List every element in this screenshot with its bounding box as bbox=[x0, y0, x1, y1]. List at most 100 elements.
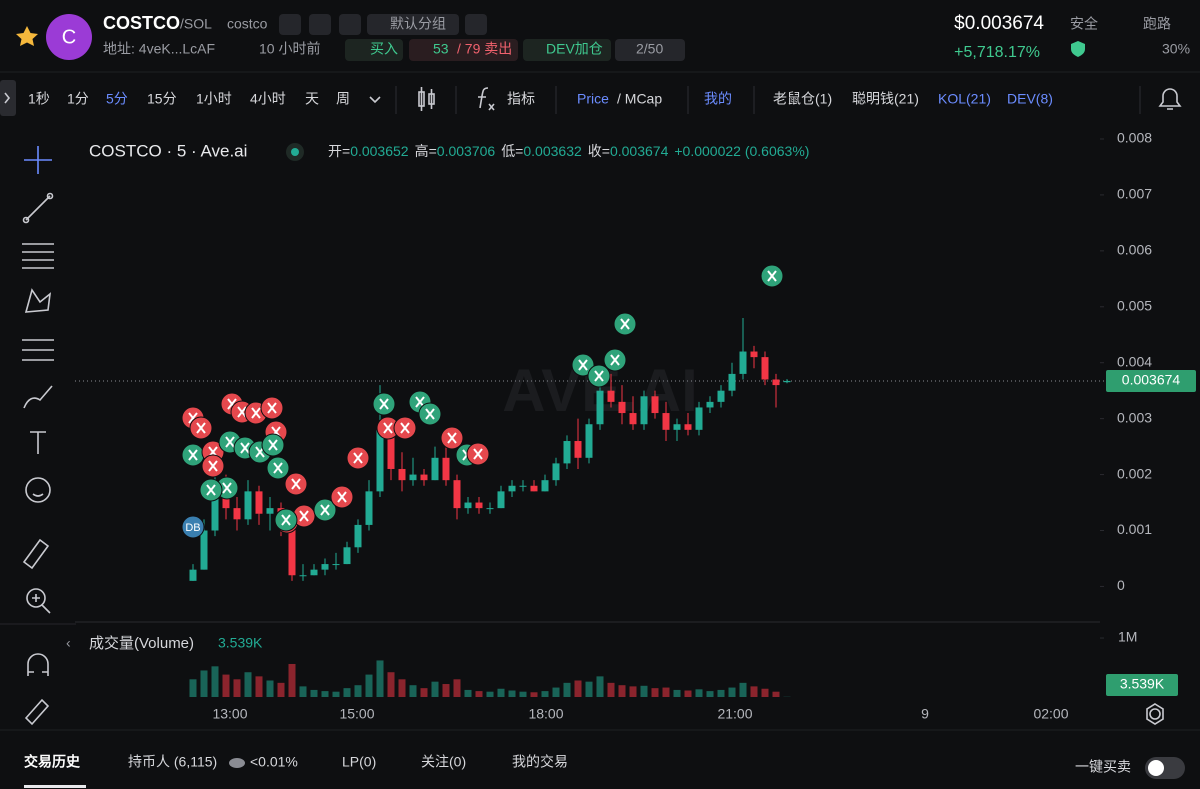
volume-bar bbox=[222, 674, 230, 697]
volume-bar bbox=[266, 680, 274, 697]
candle-body bbox=[200, 530, 208, 570]
mcap-toggle[interactable]: / MCap bbox=[617, 91, 662, 107]
mine-filter[interactable]: 我的 bbox=[704, 91, 732, 107]
indicators[interactable]: 指标 bbox=[507, 91, 535, 107]
trade-marker-icon bbox=[281, 514, 291, 526]
volume-bar bbox=[662, 687, 670, 697]
candle-body bbox=[706, 401, 714, 408]
trade-marker-icon bbox=[473, 448, 483, 460]
volume-bar bbox=[387, 672, 395, 697]
volume-bar bbox=[629, 686, 637, 697]
candle-body bbox=[475, 502, 483, 509]
trader-filter[interactable]: DEV(8) bbox=[1007, 91, 1053, 107]
candle-body bbox=[739, 351, 747, 374]
candle-body bbox=[662, 413, 670, 430]
collapse-arrow[interactable]: ‹ bbox=[66, 635, 71, 651]
trade-marker-icon bbox=[578, 359, 588, 371]
candle-body bbox=[684, 424, 692, 430]
indicator-icon[interactable] bbox=[478, 87, 495, 111]
trade-marker-icon bbox=[240, 442, 250, 454]
volume-bar bbox=[585, 681, 593, 697]
pill-button[interactable] bbox=[339, 14, 361, 35]
volume-bar bbox=[750, 686, 758, 697]
low-value: 0.003632 bbox=[523, 143, 582, 159]
tab[interactable]: 关注(0) bbox=[421, 754, 466, 770]
y-tick-label: 0.001 bbox=[1117, 521, 1152, 537]
interval[interactable]: 4小时 bbox=[250, 91, 286, 107]
candle-body bbox=[585, 424, 593, 458]
candle-body bbox=[596, 390, 604, 425]
volume-bar bbox=[640, 685, 648, 697]
trade-marker-icon bbox=[291, 478, 301, 490]
token-logo bbox=[46, 14, 92, 60]
last-price-box bbox=[1106, 369, 1196, 392]
group-button[interactable] bbox=[367, 14, 459, 35]
interval-more[interactable] bbox=[369, 96, 381, 104]
dev-marker[interactable] bbox=[181, 515, 205, 539]
volume-bar bbox=[475, 691, 483, 697]
trade-marker-icon bbox=[188, 449, 198, 461]
candle-body bbox=[772, 379, 780, 386]
trader-filter[interactable]: KOL(21) bbox=[938, 91, 991, 107]
y-tick-label: 0.005 bbox=[1117, 297, 1152, 313]
active-tab-underline bbox=[24, 785, 86, 788]
settings-gear[interactable] bbox=[1149, 708, 1161, 720]
candle-body bbox=[563, 441, 571, 464]
volume-bar bbox=[332, 691, 340, 697]
volume-bar bbox=[453, 679, 461, 697]
safety-label[interactable]: 安全 bbox=[1070, 16, 1098, 32]
trader-filter[interactable]: 聪明钱(21) bbox=[852, 91, 919, 107]
tab[interactable]: 交易历史 bbox=[24, 754, 81, 770]
candle-body bbox=[409, 474, 417, 481]
tab[interactable]: 我的交易 bbox=[512, 754, 568, 770]
interval[interactable]: 5分 bbox=[106, 91, 128, 107]
candle-body bbox=[541, 480, 549, 492]
candle-type-icon[interactable] bbox=[418, 87, 435, 111]
volume-bar bbox=[739, 682, 747, 697]
trader-filter[interactable]: 老鼠仓(1) bbox=[773, 91, 832, 107]
candle-body bbox=[629, 413, 637, 425]
dev-marker-label: DB bbox=[185, 522, 200, 534]
holder-share: <0.01% bbox=[250, 754, 298, 770]
interval[interactable]: 1秒 bbox=[28, 91, 50, 107]
volume-bar bbox=[233, 679, 241, 697]
trade-marker-icon bbox=[196, 422, 206, 434]
favorite-star[interactable] bbox=[16, 26, 38, 46]
buy-badge[interactable] bbox=[345, 39, 403, 61]
interval[interactable]: 1小时 bbox=[196, 91, 232, 107]
community-button[interactable] bbox=[309, 14, 331, 35]
trade-marker-icon bbox=[251, 407, 261, 419]
rug-label[interactable]: 跑路 bbox=[1143, 16, 1171, 32]
y-tick-label: 0.002 bbox=[1117, 465, 1152, 481]
tab[interactable]: LP(0) bbox=[342, 754, 376, 770]
price-toggle[interactable]: Price bbox=[577, 91, 609, 107]
volume-label-box bbox=[1106, 674, 1178, 696]
interval[interactable]: 天 bbox=[305, 91, 319, 107]
candle-body bbox=[354, 524, 362, 548]
trade-marker-icon bbox=[299, 510, 309, 522]
interval[interactable]: 1分 bbox=[67, 91, 89, 107]
search-button[interactable] bbox=[279, 14, 301, 35]
holders-badge[interactable] bbox=[615, 39, 685, 61]
alert-bell[interactable] bbox=[1158, 88, 1182, 110]
comment-button[interactable] bbox=[465, 14, 487, 35]
trade-marker-icon bbox=[273, 462, 283, 474]
candle-body bbox=[266, 508, 274, 514]
drawing-tools[interactable] bbox=[22, 146, 54, 726]
interval[interactable]: 周 bbox=[336, 91, 350, 107]
trade-marker-icon bbox=[208, 460, 218, 472]
interval[interactable]: 15分 bbox=[147, 91, 177, 107]
volume-bar bbox=[365, 674, 373, 697]
candle-body bbox=[365, 491, 373, 525]
toolbar-dividers bbox=[395, 86, 1141, 114]
volume-bar bbox=[343, 688, 351, 697]
y-tick-label: 0.003 bbox=[1117, 409, 1152, 425]
address: 地址: 4veK...LcAF bbox=[103, 41, 215, 57]
tab[interactable]: 持币人 (6,115) bbox=[128, 754, 217, 770]
volume-bar bbox=[519, 691, 527, 697]
x-tick-label: 18:00 bbox=[528, 706, 563, 722]
candle-body bbox=[695, 407, 703, 430]
volume-bar bbox=[574, 680, 582, 697]
trade-marker-icon bbox=[447, 432, 457, 444]
volume-bar bbox=[607, 682, 615, 697]
